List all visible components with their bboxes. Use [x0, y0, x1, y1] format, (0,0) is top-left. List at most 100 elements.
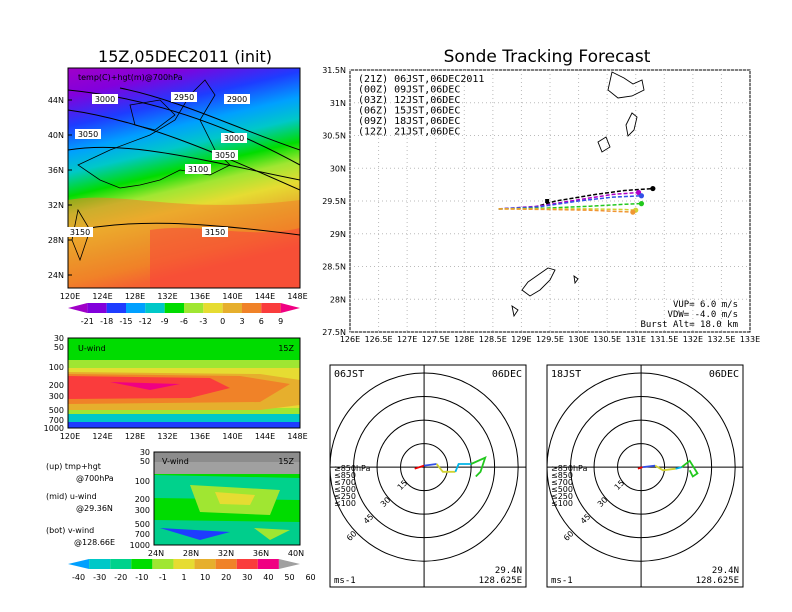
y-tick-label: 31.5N [322, 66, 346, 75]
lon-tick-label: 124E [92, 432, 112, 441]
contour-label-bg [212, 150, 238, 160]
y-tick-label: 29N [330, 230, 346, 239]
lon-tick-label: 148E [287, 432, 307, 441]
legend-entry: (00Z) 09JST,06DEC [358, 85, 460, 96]
colorbar-label: -15 [119, 317, 132, 326]
level-legend-entry: ≤100 [551, 499, 573, 508]
panel-notes: (up) tmp+hgt @700hPa (mid) u-wind @29.36… [46, 462, 115, 547]
colorbar-label: 30 [242, 573, 252, 582]
hodograph-trace [637, 466, 643, 470]
hodograph-trace [454, 463, 472, 473]
pressure-tick-label: 700 [135, 530, 150, 539]
lon-tick-label: 120E [60, 432, 80, 441]
hodograph-frame [329, 364, 527, 588]
colorbar-swatch [68, 559, 90, 569]
lon-tick-label: 140E [222, 292, 242, 301]
lon-tick-label: 144E [255, 292, 275, 301]
colorbar-swatch [173, 559, 195, 569]
level-legend-entry: ≥850hPa [551, 464, 588, 473]
colorbar-swatch [278, 559, 300, 569]
launch-marker [545, 199, 550, 203]
track-annotation: Burst Alt= 18.0 km [640, 320, 738, 330]
temp-map-label: temp(C)+hgt(m)@700hPa [78, 73, 183, 82]
pressure-tick-label: 1000 [130, 541, 150, 550]
lat-tick-label: 24N [48, 271, 64, 280]
y-tick-label: 31N [330, 99, 346, 108]
contour-label: 3150 [70, 228, 90, 237]
lon-tick-label: 124E [92, 292, 112, 301]
colorbar-swatch [110, 559, 132, 569]
colorbar-label: 50 [284, 573, 294, 582]
y-tick-label: 27.5N [322, 328, 346, 337]
lat-tick-label: 40N [48, 131, 64, 140]
colorbar-label: 20 [221, 573, 231, 582]
colorbar-swatch [184, 303, 204, 313]
track-line [498, 195, 642, 210]
hodograph-lat: 29.4N [712, 566, 739, 576]
colorbar-swatch [131, 559, 153, 569]
lon-tick-label: 136E [190, 432, 210, 441]
contour-label: 3150 [205, 228, 225, 237]
hodograph-unit: ms-1 [551, 576, 573, 586]
note-bot-lon: @128.66E [74, 538, 115, 547]
colorbar-label: -40 [72, 573, 85, 582]
track-end-point [638, 193, 645, 199]
hodograph-date: 06DEC [492, 369, 522, 380]
colorbar-label: -18 [100, 317, 113, 326]
pressure-tick-label: 300 [135, 506, 150, 515]
colorbar-swatch [203, 303, 223, 313]
lon-tick-label: 144E [255, 432, 275, 441]
hodograph-lon: 128.625E [479, 576, 522, 586]
x-tick-label: 126.5E [365, 335, 393, 344]
level-legend-entry: ≤250 [551, 492, 573, 501]
track-line [498, 187, 653, 210]
u-wind-label: U-wind [78, 344, 106, 353]
contour-labels: 3000 2950 2900 3050 3000 3050 3100 3150 3150 [67, 92, 250, 237]
colorbar-swatch [257, 559, 279, 569]
pressure-tick-label: 100 [49, 363, 64, 372]
track-annotation: VDW= -4.0 m/s [668, 310, 738, 320]
track-series [498, 185, 656, 215]
level-legend-entry: ≤500 [551, 485, 573, 494]
colorbar-label: 40 [263, 573, 273, 582]
level-legend-entry: ≥850hPa [334, 464, 371, 473]
level-legend-entry: ≤700 [551, 478, 573, 487]
colorbar-label: 6 [259, 317, 264, 326]
x-tick-label: 132.5E [707, 335, 735, 344]
colorbar-swatch [145, 303, 165, 313]
lon-tick-label: 136E [190, 292, 210, 301]
contour-label-bg [67, 227, 93, 237]
contour-label: 2900 [227, 95, 247, 104]
colorbar-label: 3 [239, 317, 244, 326]
temperature-colorbar: -21 -18 -15 -12 -9 -6 -3 0 3 6 9 [68, 303, 300, 326]
pressure-tick-label: 500 [49, 406, 64, 415]
colorbar-label: 10 [200, 573, 210, 582]
colorbar-label: -6 [180, 317, 188, 326]
x-tick-label: 131E [626, 335, 646, 344]
colorbar-swatch [280, 303, 300, 313]
hodograph-trace [642, 464, 656, 468]
hodograph-lat: 29.4N [495, 566, 522, 576]
hodograph-trace [675, 466, 683, 470]
hodograph-frame [546, 364, 744, 588]
y-tick-label: 30N [330, 164, 346, 173]
legend-entry: (21Z) 06JST,06DEC2011 [358, 74, 484, 85]
colorbar-label: -21 [81, 317, 94, 326]
x-tick-label: 126E [340, 335, 360, 344]
colorbar-swatch [222, 303, 242, 313]
track-grid [349, 69, 751, 333]
contour-label-bg [202, 227, 228, 237]
level-legend-entry: ≤250 [334, 492, 356, 501]
x-tick-label: 130.5E [593, 335, 621, 344]
x-tick-label: 133E [740, 335, 760, 344]
track-annotation: VUP= 6.0 m/s [673, 300, 738, 310]
colorbar-label: -10 [135, 573, 148, 582]
contour-label-bg [75, 129, 101, 139]
